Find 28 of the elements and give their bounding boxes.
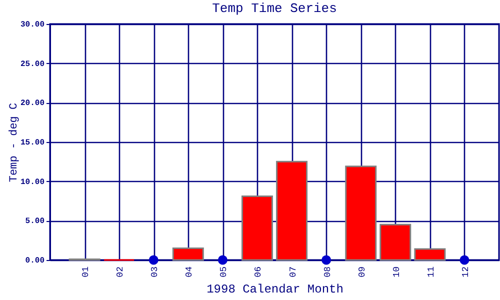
x-tick-label: 05 <box>219 266 230 278</box>
x-tick-label: 10 <box>392 266 402 278</box>
y-axis-title: Temp - deg C <box>8 102 20 182</box>
bar <box>241 196 273 261</box>
bar <box>345 166 377 261</box>
x-tick-label: 11 <box>426 266 436 278</box>
x-tick-label: 07 <box>288 266 298 278</box>
x-tick-label: 01 <box>81 266 92 278</box>
bar <box>172 247 204 261</box>
bar <box>276 160 308 261</box>
x-axis-title: 1998 Calendar Month <box>206 282 344 296</box>
x-tick-label: 12 <box>460 266 471 278</box>
x-tick-label: 09 <box>357 266 368 278</box>
bar <box>414 248 446 261</box>
y-tick-label: 25.00 <box>20 60 45 69</box>
y-tick-label: 0.00 <box>25 256 45 266</box>
x-tick-label: 02 <box>116 266 126 278</box>
chart-title: Temp Time Series <box>212 1 337 16</box>
y-tick-label: 20.00 <box>20 99 45 108</box>
x-tick-label: 08 <box>322 266 333 278</box>
y-tick-label: 5.00 <box>25 217 45 226</box>
y-tick-label: 15.00 <box>20 138 45 148</box>
x-tick-label: 03 <box>150 266 160 278</box>
x-tick-label: 04 <box>184 266 195 278</box>
y-tick-label: 30.00 <box>20 20 45 30</box>
y-tick-label: 10.00 <box>20 178 45 187</box>
x-tick-label: 06 <box>254 266 264 278</box>
bar <box>380 224 412 261</box>
